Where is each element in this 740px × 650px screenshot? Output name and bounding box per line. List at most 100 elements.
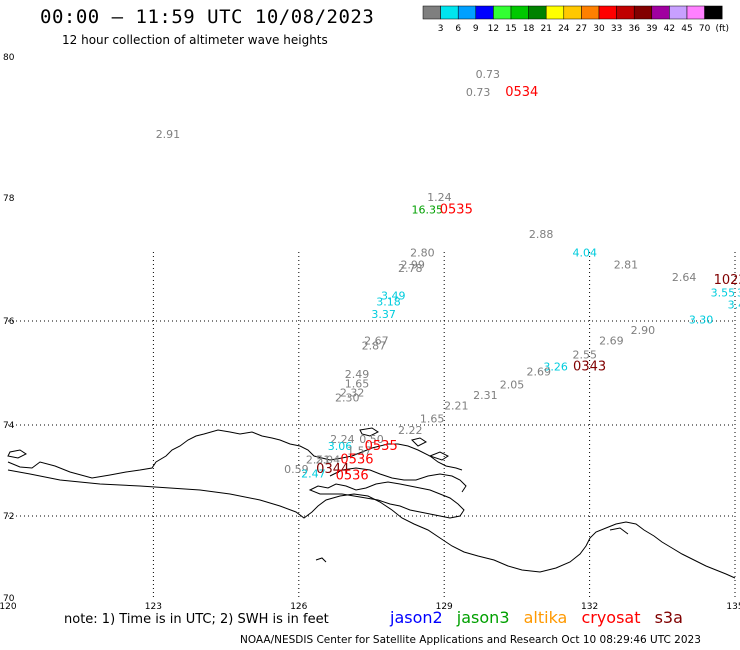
lat-tick-label: 72 <box>3 512 14 522</box>
wave-height-value: 1.65 <box>420 412 445 425</box>
pass-time-label: 0535 <box>365 439 398 454</box>
legend-swatch <box>598 5 617 20</box>
lon-tick-label: 135 <box>726 602 740 612</box>
legend-swatch <box>633 5 653 20</box>
satellite-jason2: jason2 <box>390 608 443 627</box>
wave-height-value: 2.21 <box>444 399 469 412</box>
wave-height-value: 3.49 <box>728 299 740 312</box>
wave-height-value: 2.78 <box>398 262 423 275</box>
lon-tick-label: 120 <box>0 602 17 612</box>
wave-height-value: 2.49 <box>345 368 370 381</box>
pass-time-label: 0536 <box>340 453 373 468</box>
legend-swatch <box>704 5 723 20</box>
pass-time-labels: 05340535102203430535053603440536 <box>316 85 740 484</box>
footer-note: note: 1) Time is in UTC; 2) SWH is in fe… <box>64 612 329 627</box>
wave-height-value: 2.31 <box>473 389 498 402</box>
legend-label: 24 <box>558 24 570 34</box>
pass-time-label: 0344 <box>316 462 349 477</box>
legend-swatch <box>581 5 600 20</box>
legend-label: 6 <box>455 24 461 34</box>
legend-swatch <box>510 5 529 20</box>
wave-height-value: 2.91 <box>156 128 181 141</box>
coastline <box>7 427 736 579</box>
wave-height-value: 2.67 <box>364 334 389 347</box>
wave-height-value: 2.30 <box>335 392 360 405</box>
legend-swatch <box>528 5 547 20</box>
lon-tick-label: 126 <box>290 602 307 612</box>
wave-height-value: 0.73 <box>476 68 501 81</box>
legend-swatch <box>651 5 670 20</box>
legend-label: 42 <box>664 24 675 34</box>
wave-height-value: 2.99 <box>400 259 425 272</box>
pass-time-label: 0534 <box>505 85 538 100</box>
lat-tick-label: 70 <box>3 594 15 604</box>
map-title: 00:00 – 11:59 UTC 10/08/2023 <box>40 6 375 28</box>
wave-height-value: 2.69 <box>599 334 624 347</box>
legend-label: 27 <box>576 24 587 34</box>
legend-label: 3 <box>438 24 444 34</box>
satellite-s3a: s3a <box>654 608 683 627</box>
legend-label: 21 <box>540 24 551 34</box>
pass-time-label: 0536 <box>336 469 369 484</box>
legend-label: 70 <box>699 24 711 34</box>
legend-label: 45 <box>681 24 692 34</box>
wave-height-value: 3.55 <box>711 286 736 299</box>
wave-height-value: 3.37 <box>371 308 396 321</box>
wave-height-value: 2.22 <box>398 424 423 437</box>
wave-height-value: 16.35 <box>411 203 443 216</box>
wave-height-value: 2.81 <box>614 259 639 272</box>
lat-tick-label: 80 <box>3 53 15 63</box>
lon-tick-label: 123 <box>145 602 162 612</box>
wave-height-value: 2.47 <box>301 467 326 480</box>
wave-height-value: 3. <box>737 286 740 299</box>
legend-label: 39 <box>646 24 658 34</box>
wave-height-value: 2.32 <box>340 386 365 399</box>
legend-label: 12 <box>488 24 499 34</box>
lat-tick-label: 76 <box>3 317 15 327</box>
credit-line: NOAA/NESDIS Center for Satellite Applica… <box>240 634 701 646</box>
wave-height-value: 0.59 <box>284 463 309 476</box>
satellite-altika: altika <box>523 608 568 627</box>
legend-label: 18 <box>523 24 535 34</box>
legend-unit: (ft) <box>715 24 729 34</box>
wave-height-value: 2.24 <box>330 433 355 446</box>
lat-tick-label: 74 <box>3 421 15 431</box>
color-legend: 3 6 9 12 15 18 21 24 27 30 33 36 39 42 45 70 (ft) <box>422 5 729 34</box>
wave-height-value: 3.30 <box>689 314 714 327</box>
wave-height-value: 2.90 <box>631 324 656 337</box>
lon-tick-label: 132 <box>581 602 598 612</box>
wave-height-value: 1.57 <box>347 445 372 458</box>
legend-swatch <box>545 5 565 20</box>
wave-height-value: 3.18 <box>376 296 401 309</box>
pass-time-label: 0535 <box>440 202 473 217</box>
wave-height-value: 2.80 <box>410 246 435 259</box>
lon-tick-label: 129 <box>436 602 453 612</box>
legend-label: 30 <box>593 24 605 34</box>
wave-height-value: 2.88 <box>529 228 554 241</box>
wave-height-value: 2.64 <box>672 271 697 284</box>
wave-height-value: 0.73 <box>466 86 491 99</box>
legend-label: 9 <box>473 24 479 34</box>
wave-height-value: 1.65 <box>345 378 370 391</box>
axis-tick-labels: 120 123 126 129 132 135 80 78 76 74 72 70 <box>0 53 740 612</box>
legend-swatch <box>493 5 512 20</box>
satellite-jason3: jason3 <box>456 608 510 627</box>
map-subtitle: 12 hour collection of altimeter wave hei… <box>62 33 328 47</box>
wave-height-value: 2.05 <box>500 379 525 392</box>
wave-height-value: 2.87 <box>362 340 387 353</box>
legend-swatch <box>563 5 582 20</box>
lat-tick-label: 78 <box>3 194 15 204</box>
wave-height-value: 3.06 <box>328 440 353 453</box>
satellite-legend: jason2 jason3 altika cryosat s3a <box>390 608 692 627</box>
pass-time-label: 1022 <box>714 273 740 288</box>
wave-height-value: 0.50 <box>359 433 384 446</box>
legend-label: 15 <box>505 24 516 34</box>
wave-height-value: 4.04 <box>573 246 598 259</box>
legend-swatch <box>457 5 477 20</box>
legend-swatch <box>616 5 635 20</box>
wave-height-value: 1.24 <box>427 191 452 204</box>
legend-label: 33 <box>611 24 622 34</box>
satellite-cryosat: cryosat <box>581 608 641 627</box>
legend-swatch <box>669 5 688 20</box>
